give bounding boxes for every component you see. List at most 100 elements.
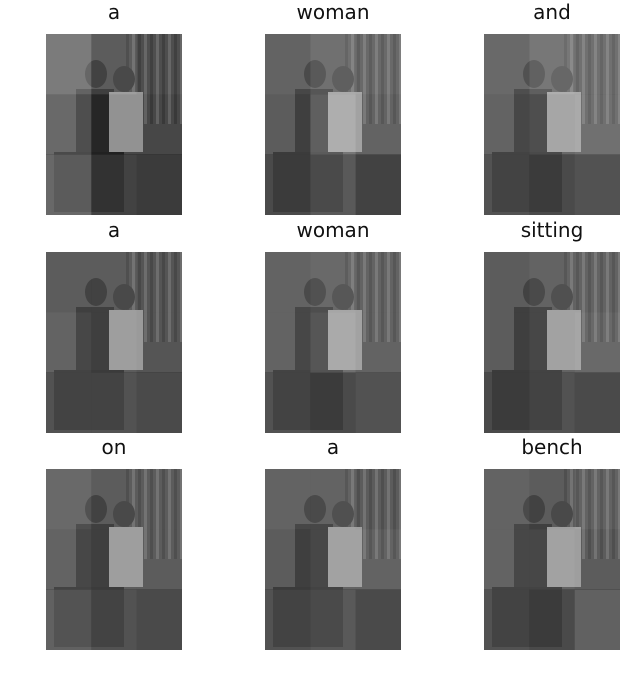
photo-svg [484, 34, 620, 215]
attention-cell [529, 312, 575, 373]
attention-cell [91, 34, 137, 95]
attention-cell [46, 252, 92, 313]
attention-image [484, 469, 620, 650]
attention-cell [136, 252, 182, 313]
attention-cell [355, 252, 401, 313]
attention-cell [484, 154, 530, 215]
attention-cell [265, 34, 311, 95]
attention-cell [265, 312, 311, 373]
word-label: a [107, 0, 121, 24]
word-label: woman [296, 0, 370, 24]
attention-cell [574, 372, 620, 433]
photo-svg [265, 252, 401, 433]
attention-cell [46, 372, 92, 433]
attention-cell [355, 34, 401, 95]
attention-cell [529, 94, 575, 155]
attention-image [46, 34, 182, 215]
attention-cell [310, 154, 356, 215]
attention-cell [484, 94, 530, 155]
attention-cell [136, 372, 182, 433]
attention-cell [136, 589, 182, 650]
attention-cell [355, 589, 401, 650]
attention-cell [355, 312, 401, 373]
attention-cell [529, 529, 575, 590]
attention-cell [310, 34, 356, 95]
attention-cell [484, 312, 530, 373]
word-label: woman [296, 218, 370, 242]
attention-cell [310, 529, 356, 590]
attention-cell [91, 312, 137, 373]
attention-cell [91, 372, 137, 433]
attention-cell [91, 252, 137, 313]
attention-cell [484, 529, 530, 590]
word-label: and [533, 0, 571, 24]
attention-cell [484, 252, 530, 313]
attention-cell [574, 529, 620, 590]
attention-cell [91, 94, 137, 155]
attention-cell [46, 94, 92, 155]
word-label: sitting [520, 218, 584, 242]
attention-image [265, 469, 401, 650]
attention-cell [310, 469, 356, 530]
attention-cell [355, 154, 401, 215]
attention-cell [46, 529, 92, 590]
attention-cell [46, 589, 92, 650]
attention-cell [91, 154, 137, 215]
attention-cell [91, 589, 137, 650]
photo-svg [46, 252, 182, 433]
attention-cell [265, 589, 311, 650]
attention-cell [310, 589, 356, 650]
attention-cell [46, 34, 92, 95]
photo-svg [484, 469, 620, 650]
attention-cell [310, 372, 356, 433]
attention-cell [265, 154, 311, 215]
attention-cell [265, 94, 311, 155]
attention-cell [355, 94, 401, 155]
word-label: on [101, 435, 127, 459]
photo-svg [484, 252, 620, 433]
attention-cell [529, 154, 575, 215]
attention-image [46, 252, 182, 433]
attention-cell [484, 469, 530, 530]
attention-image [46, 469, 182, 650]
photo-svg [46, 34, 182, 215]
photo-svg [46, 469, 182, 650]
attention-image [265, 34, 401, 215]
attention-cell [529, 469, 575, 530]
word-label: a [326, 435, 340, 459]
attention-cell [46, 469, 92, 530]
attention-cell [574, 94, 620, 155]
attention-cell [529, 252, 575, 313]
attention-cell [310, 252, 356, 313]
word-label: bench [521, 435, 583, 459]
attention-cell [355, 469, 401, 530]
attention-image [484, 34, 620, 215]
attention-cell [529, 589, 575, 650]
attention-cell [574, 312, 620, 373]
attention-cell [46, 312, 92, 373]
attention-image [484, 252, 620, 433]
attention-cell [355, 529, 401, 590]
attention-image [265, 252, 401, 433]
attention-cell [265, 372, 311, 433]
word-label: a [107, 218, 121, 242]
attention-cell [265, 252, 311, 313]
attention-cell [91, 529, 137, 590]
attention-cell [136, 34, 182, 95]
attention-cell [355, 372, 401, 433]
attention-cell [484, 589, 530, 650]
attention-cell [310, 312, 356, 373]
attention-cell [136, 312, 182, 373]
photo-svg [265, 34, 401, 215]
attention-cell [529, 34, 575, 95]
attention-cell [46, 154, 92, 215]
attention-cell [574, 252, 620, 313]
attention-cell [484, 34, 530, 95]
attention-cell [265, 469, 311, 530]
attention-cell [574, 469, 620, 530]
attention-cell [310, 94, 356, 155]
attention-cell [574, 589, 620, 650]
attention-cell [136, 469, 182, 530]
attention-cell [529, 372, 575, 433]
attention-cell [265, 529, 311, 590]
